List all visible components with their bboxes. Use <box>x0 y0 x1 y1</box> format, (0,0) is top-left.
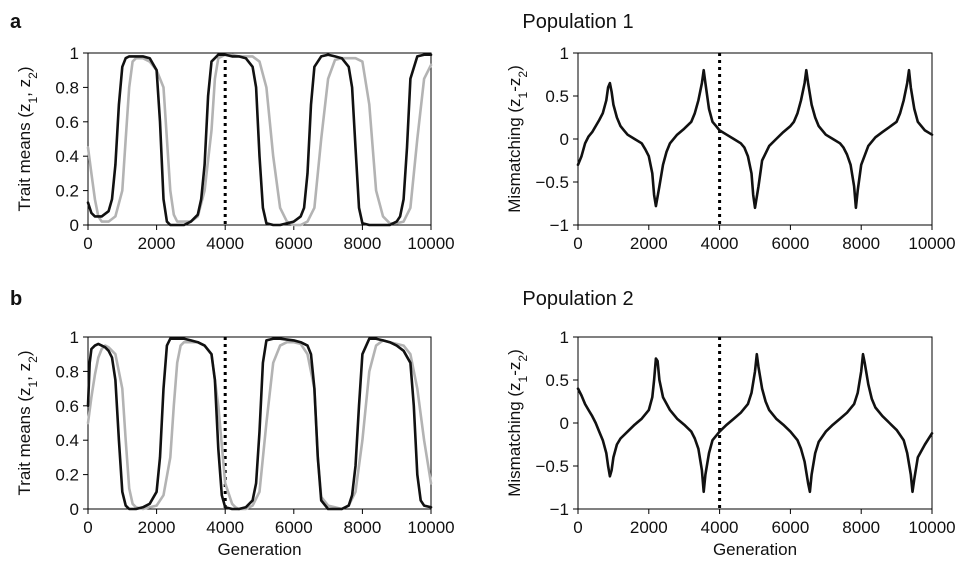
y-tick-label: −0.5 <box>535 457 569 476</box>
x-axis-label: Generation <box>217 540 301 559</box>
panel-letter: a <box>10 11 22 33</box>
series-line-black <box>576 68 934 210</box>
x-tick-label: 6000 <box>771 518 809 537</box>
panel-letter: b <box>10 288 22 310</box>
y-tick-label: −1 <box>550 500 569 519</box>
x-tick-label: 10000 <box>908 234 955 253</box>
panel-title: Population 1 <box>522 11 633 33</box>
panel-b: b Population 2 0 0.2 0.4 0.6 0.8 1 0 2000 4000 6000… <box>10 288 956 559</box>
plot-frame <box>87 52 432 226</box>
y-tick-label: −1 <box>550 216 569 235</box>
x-tick-label: 10000 <box>407 234 454 253</box>
y-axis-label: Mismatching (z1-z2) <box>505 65 530 213</box>
x-tick-label: 8000 <box>343 518 381 537</box>
y-tick-label: 0.2 <box>55 466 79 485</box>
x-tick-label: 8000 <box>842 234 880 253</box>
x-tick-label: 4000 <box>701 518 739 537</box>
y-tick-label: 0 <box>70 216 79 235</box>
series-line-black <box>86 53 433 227</box>
x-tick-label: 4000 <box>206 234 244 253</box>
x-tick-label: 2000 <box>630 518 668 537</box>
y-axis-label: Trait means (z1, z2) <box>15 350 40 495</box>
y-tick-label: 0 <box>560 414 569 433</box>
y-tick-label: 0.4 <box>55 431 79 450</box>
panel-a: a Population 1 0 0.2 0.4 0.6 0.8 1 0 2000 4000 6000… <box>10 11 956 253</box>
y-axis-label: Trait means (z1, z2) <box>15 66 40 211</box>
y-tick-label: 0 <box>560 130 569 149</box>
x-tick-label: 0 <box>573 518 582 537</box>
x-tick-label: 0 <box>83 518 92 537</box>
y-tick-label: 0.5 <box>545 371 569 390</box>
x-tick-label: 10000 <box>908 518 955 537</box>
y-tick-label: 0 <box>70 500 79 519</box>
chart-mismatching: 10.50−0.5−10 2000 4000 6000 8000 10000Mismatc… <box>505 44 956 253</box>
chart-trait-means: 0 0.2 0.4 0.6 0.8 1 0 2000 4000 6000 8000 10000 Trai… <box>15 328 455 559</box>
chart-trait-means: 0 0.2 0.4 0.6 0.8 1 0 2000 4000 6000 8000 10000 Trai… <box>15 44 455 253</box>
y-tick-label: 0.2 <box>55 182 79 201</box>
y-axis-label: Mismatching (z1-z2) <box>505 349 530 497</box>
y-tick-label: 0.8 <box>55 78 79 97</box>
x-tick-label: 4000 <box>206 518 244 537</box>
x-tick-label: 8000 <box>343 234 381 253</box>
y-tick-label: 0.4 <box>55 147 79 166</box>
x-tick-label: 8000 <box>842 518 880 537</box>
y-tick-label: 1 <box>70 328 79 347</box>
y-tick-label: 1 <box>70 44 79 63</box>
chart-mismatching: 10.50−0.5−10 2000 4000 6000 8000 10000Mismatc… <box>505 328 956 559</box>
y-tick-label: 1 <box>560 328 569 347</box>
y-tick-label: −0.5 <box>535 173 569 192</box>
x-tick-label: 0 <box>573 234 582 253</box>
y-tick-label: 1 <box>560 44 569 63</box>
x-tick-label: 2000 <box>138 234 176 253</box>
x-tick-label: 6000 <box>275 518 313 537</box>
panel-title: Population 2 <box>522 288 633 310</box>
series-line-black <box>576 352 934 494</box>
x-axis-label: Generation <box>713 540 797 559</box>
x-tick-label: 10000 <box>407 518 454 537</box>
x-tick-label: 2000 <box>630 234 668 253</box>
x-tick-label: 6000 <box>771 234 809 253</box>
y-tick-label: 0.6 <box>55 113 79 132</box>
y-tick-label: 0.6 <box>55 397 79 416</box>
y-tick-label: 0.8 <box>55 362 79 381</box>
x-tick-label: 6000 <box>275 234 313 253</box>
series-line-black <box>86 337 433 511</box>
x-tick-label: 4000 <box>701 234 739 253</box>
x-tick-label: 0 <box>83 234 92 253</box>
x-tick-label: 2000 <box>138 518 176 537</box>
y-tick-label: 0.5 <box>545 87 569 106</box>
